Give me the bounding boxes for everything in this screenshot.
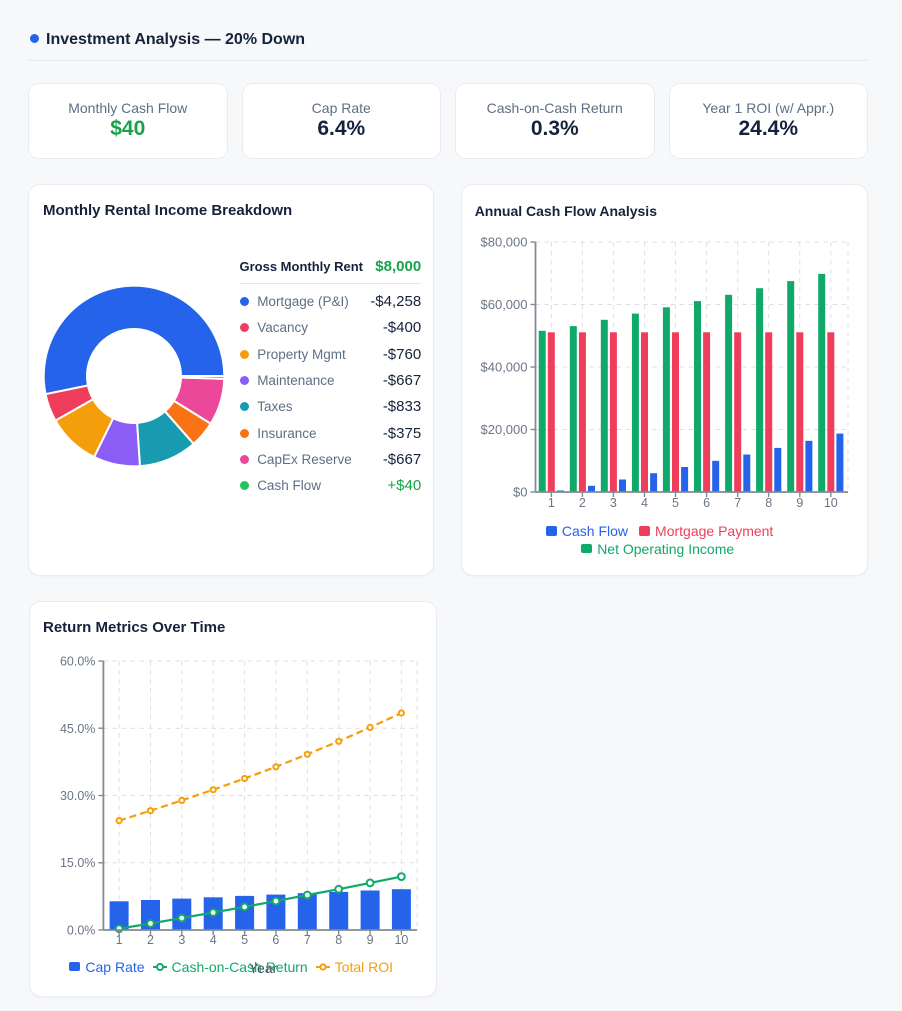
svg-text:4: 4 bbox=[210, 933, 217, 947]
svg-text:1: 1 bbox=[116, 933, 123, 947]
svg-text:5: 5 bbox=[241, 933, 248, 947]
svg-text:7: 7 bbox=[304, 933, 311, 947]
svg-text:3: 3 bbox=[609, 496, 616, 510]
svg-text:$20,000: $20,000 bbox=[480, 422, 527, 437]
svg-text:10: 10 bbox=[823, 496, 837, 510]
svg-text:4: 4 bbox=[641, 496, 648, 510]
svg-text:8: 8 bbox=[335, 933, 342, 947]
svg-text:$60,000: $60,000 bbox=[480, 297, 527, 312]
svg-text:2: 2 bbox=[578, 496, 585, 510]
svg-text:0.0%: 0.0% bbox=[67, 923, 96, 937]
svg-text:$0: $0 bbox=[513, 485, 527, 500]
svg-text:$80,000: $80,000 bbox=[480, 235, 527, 250]
svg-text:5: 5 bbox=[672, 496, 679, 510]
svg-text:6: 6 bbox=[703, 496, 710, 510]
svg-text:8: 8 bbox=[765, 496, 772, 510]
svg-text:15.0%: 15.0% bbox=[60, 856, 95, 870]
svg-text:30.0%: 30.0% bbox=[60, 789, 95, 803]
svg-text:1: 1 bbox=[547, 496, 554, 510]
svg-text:$40,000: $40,000 bbox=[480, 360, 527, 375]
svg-text:3: 3 bbox=[178, 933, 185, 947]
svg-text:9: 9 bbox=[796, 496, 803, 510]
svg-text:60.0%: 60.0% bbox=[60, 654, 95, 668]
svg-text:7: 7 bbox=[734, 496, 741, 510]
svg-text:2: 2 bbox=[147, 933, 154, 947]
svg-text:9: 9 bbox=[367, 933, 374, 947]
svg-text:6: 6 bbox=[272, 933, 279, 947]
svg-text:10: 10 bbox=[394, 933, 408, 947]
svg-text:45.0%: 45.0% bbox=[60, 721, 95, 735]
